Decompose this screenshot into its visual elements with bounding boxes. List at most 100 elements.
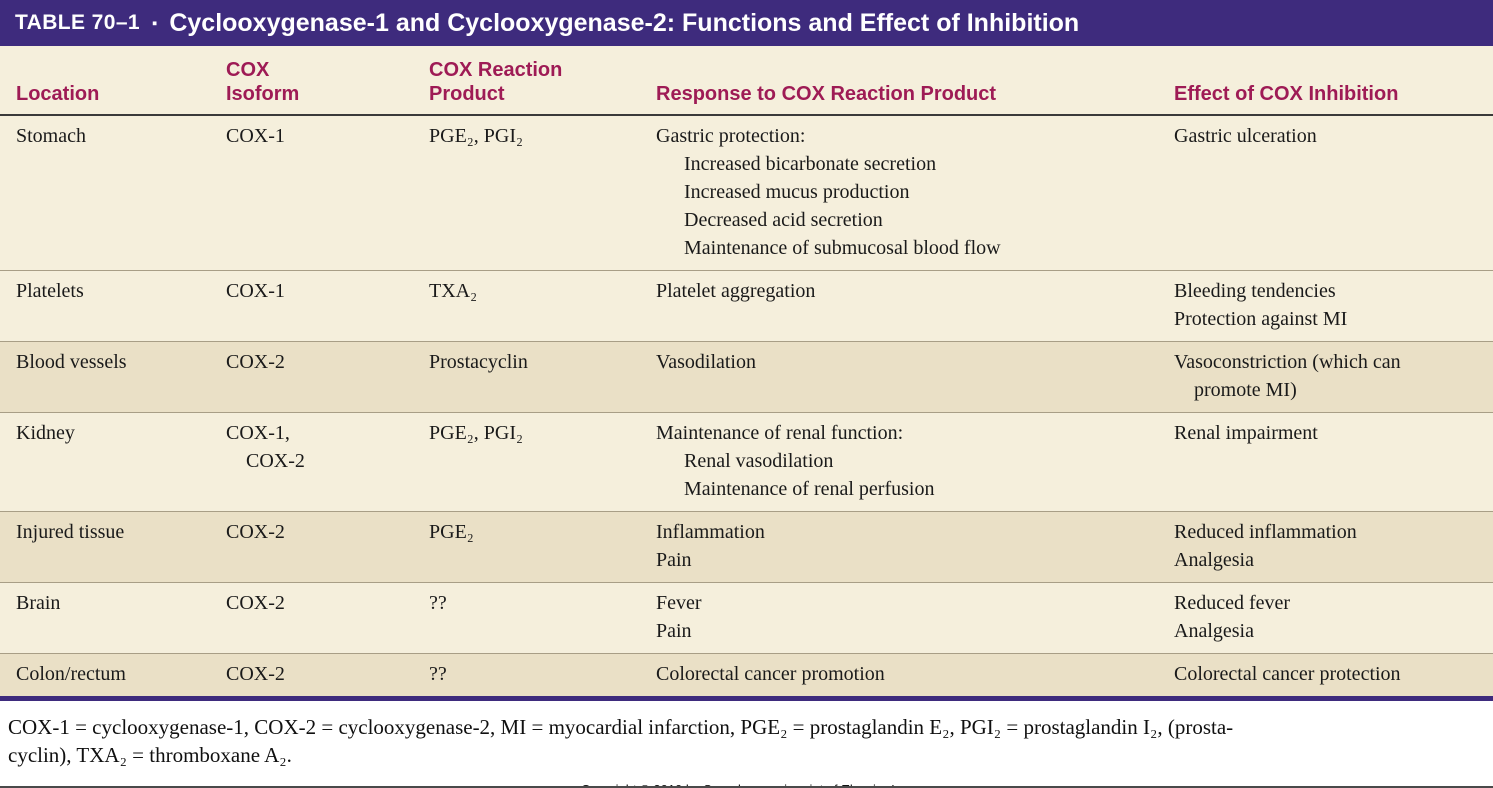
text-line: PGE₂	[429, 521, 474, 543]
text-line: Reduced inflammation	[1174, 521, 1357, 543]
cell-product: PGE₂, PGI₂	[429, 413, 656, 512]
footnote-line-1: COX-1 = cyclooxygenase-1, COX-2 = cycloo…	[8, 715, 1234, 739]
text-line: Pain	[656, 549, 692, 571]
cell-location: Injured tissue	[0, 512, 226, 583]
text-line: Increased bicarbonate secretion	[684, 153, 937, 175]
text-line: Prostacyclin	[429, 351, 528, 373]
cell-response: Inflammation Pain	[656, 512, 1174, 583]
cell-isoform: COX-2	[226, 654, 429, 699]
text-line: PGE₂, PGI₂	[429, 422, 523, 444]
text-line: Pain	[656, 620, 692, 642]
text-line: TXA₂	[429, 280, 478, 302]
text-line: COX-2	[226, 351, 285, 373]
cell-isoform: COX-2	[226, 342, 429, 413]
text-line: Stomach	[16, 125, 86, 147]
header-line: COX Reaction	[429, 59, 563, 81]
cell-response: Gastric protection: Increased bicarbonat…	[656, 115, 1174, 271]
table-row-platelets: Platelets COX-1 TXA₂ Platelet aggregatio…	[0, 270, 1493, 342]
text-line: COX-2	[226, 521, 285, 543]
table-row-kidney: Kidney COX-1, COX-2 PGE₂, PGI₂ Maintenan…	[0, 412, 1493, 512]
cox-functions-table: Location COX Isoform COX Reaction Produc…	[0, 46, 1493, 701]
text-line: Blood vessels	[16, 351, 127, 373]
text-line: PGE₂, PGI₂	[429, 125, 523, 147]
cell-location: Brain	[0, 583, 226, 654]
cell-product: TXA₂	[429, 271, 656, 342]
text-line: Gastric ulceration	[1174, 125, 1317, 147]
cell-location: Blood vessels	[0, 342, 226, 413]
column-header-row: Location COX Isoform COX Reaction Produc…	[0, 46, 1493, 116]
cell-response: Vasodilation	[656, 342, 1174, 413]
text-line: Vasodilation	[656, 351, 756, 373]
cell-effect: Gastric ulceration	[1174, 115, 1493, 271]
text-line: Colorectal cancer protection	[1174, 663, 1401, 685]
cell-effect: Reduced inflammation Analgesia	[1174, 512, 1493, 583]
cell-product: PGE₂, PGI₂	[429, 115, 656, 271]
cell-response: Maintenance of renal function: Renal vas…	[656, 413, 1174, 512]
text-line: COX-1,	[226, 422, 290, 444]
text-line: Bleeding tendencies	[1174, 280, 1336, 302]
cell-isoform: COX-1	[226, 115, 429, 271]
column-header-response: Response to COX Reaction Product	[656, 46, 1174, 116]
cell-isoform: COX-1, COX-2	[226, 413, 429, 512]
column-header-isoform: COX Isoform	[226, 46, 429, 116]
cell-effect: Colorectal cancer protection	[1174, 654, 1493, 699]
table-row-blood-vessels: Blood vessels COX-2 Prostacyclin Vasodil…	[0, 341, 1493, 413]
text-line: Platelets	[16, 280, 84, 302]
cell-isoform: COX-2	[226, 512, 429, 583]
cell-isoform: COX-2	[226, 583, 429, 654]
table-number-label: TABLE 70–1	[15, 11, 140, 34]
cell-effect: Renal impairment	[1174, 413, 1493, 512]
text-line: ??	[429, 663, 447, 685]
cell-response: Platelet aggregation	[656, 271, 1174, 342]
cell-product: PGE₂	[429, 512, 656, 583]
text-line: Colorectal cancer promotion	[656, 663, 885, 685]
cell-location: Kidney	[0, 413, 226, 512]
column-header-location: Location	[0, 46, 226, 116]
text-line: Renal vasodilation	[684, 450, 834, 472]
text-line: COX-1	[226, 280, 285, 302]
column-header-effect: Effect of COX Inhibition	[1174, 46, 1493, 116]
text-line: Analgesia	[1174, 549, 1254, 571]
text-line: Colon/rectum	[16, 663, 126, 685]
text-line: Increased mucus production	[684, 181, 910, 203]
cell-product: ??	[429, 654, 656, 699]
cell-location: Platelets	[0, 271, 226, 342]
text-line: Reduced fever	[1174, 592, 1291, 614]
header-line: Isoform	[226, 83, 300, 105]
cell-location: Colon/rectum	[0, 654, 226, 699]
text-line: Inflammation	[656, 521, 765, 543]
text-line: Platelet aggregation	[656, 280, 816, 302]
cell-effect: Vasoconstriction (which can promote MI)	[1174, 342, 1493, 413]
footnote-line-2: cyclin), TXA₂ = thromboxane A₂.	[8, 743, 292, 768]
table-row-stomach: Stomach COX-1 PGE₂, PGI₂ Gastric protect…	[0, 115, 1493, 271]
text-line: Fever	[656, 592, 702, 614]
text-line: Vasoconstriction (which can	[1174, 351, 1401, 373]
cell-response: Colorectal cancer promotion	[656, 654, 1174, 699]
text-line: Maintenance of renal function:	[656, 422, 904, 444]
cell-effect: Bleeding tendencies Protection against M…	[1174, 271, 1493, 342]
table-row-colon-rectum: Colon/rectum COX-2 ?? Colorectal cancer …	[0, 653, 1493, 699]
text-line: Injured tissue	[16, 521, 125, 543]
header-line: Effect of COX Inhibition	[1174, 83, 1399, 105]
text-line: Kidney	[16, 422, 75, 444]
cell-location: Stomach	[0, 115, 226, 271]
header-line: Product	[429, 83, 505, 105]
header-line: COX	[226, 59, 270, 81]
cell-isoform: COX-1	[226, 271, 429, 342]
column-header-product: COX Reaction Product	[429, 46, 656, 116]
bullet-icon: ▪	[152, 15, 158, 32]
text-line: Maintenance of submucosal blood flow	[684, 237, 1001, 259]
table-title-bar: TABLE 70–1 ▪ Cyclooxygenase-1 and Cycloo…	[0, 0, 1493, 46]
text-line: Renal impairment	[1174, 422, 1318, 444]
copyright-line: Copyright © 2010 by Saunders, an imprint…	[0, 782, 1493, 786]
cell-response: Fever Pain	[656, 583, 1174, 654]
text-line: ??	[429, 592, 447, 614]
text-line: Gastric protection:	[656, 125, 806, 147]
cell-product: ??	[429, 583, 656, 654]
cell-effect: Reduced fever Analgesia	[1174, 583, 1493, 654]
text-line: Analgesia	[1174, 620, 1254, 642]
text-line: COX-2	[246, 450, 305, 472]
text-line: COX-1	[226, 125, 285, 147]
text-line: Brain	[16, 592, 61, 614]
